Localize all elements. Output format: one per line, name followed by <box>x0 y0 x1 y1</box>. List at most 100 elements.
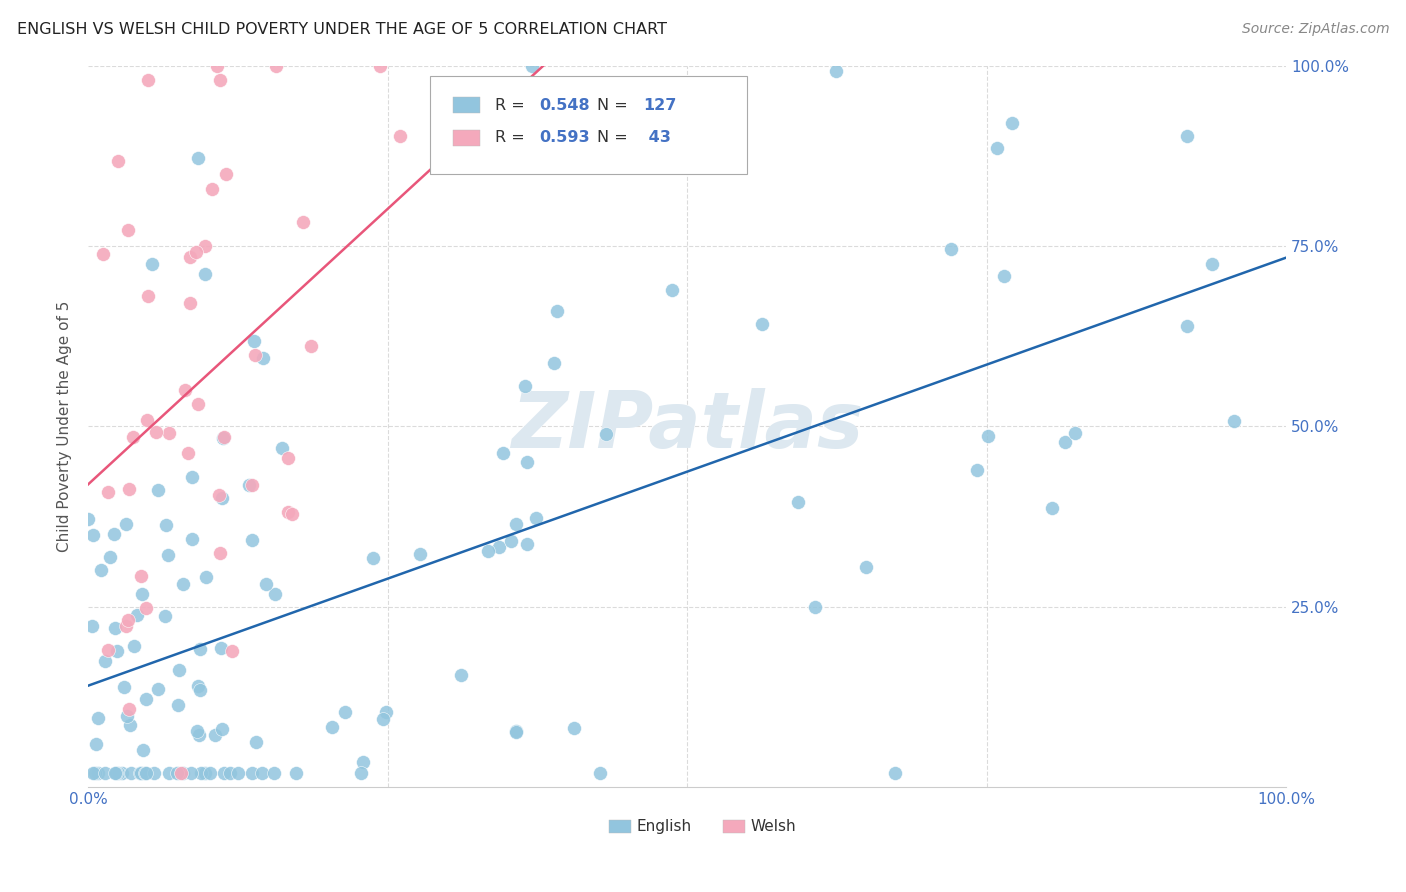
Point <box>824 64 846 78</box>
Point <box>977 429 1000 443</box>
Point <box>388 129 411 144</box>
Point <box>157 549 180 563</box>
Point <box>1053 434 1076 449</box>
Text: 0.593: 0.593 <box>540 130 591 145</box>
Text: Welsh: Welsh <box>751 820 796 834</box>
Point <box>186 244 208 259</box>
Point <box>243 348 266 362</box>
Point <box>492 446 515 460</box>
Point <box>505 517 527 532</box>
Point <box>804 599 827 614</box>
Point <box>97 643 120 657</box>
Point <box>118 482 141 496</box>
Text: 0.548: 0.548 <box>540 98 591 112</box>
Point <box>148 682 170 697</box>
Point <box>84 765 107 780</box>
Point <box>212 765 235 780</box>
Point <box>172 576 194 591</box>
Point <box>264 59 287 73</box>
Point <box>281 508 304 522</box>
Point <box>212 431 235 445</box>
Point <box>105 765 128 780</box>
Point <box>284 765 307 780</box>
Point <box>120 765 142 780</box>
Text: English: English <box>637 820 692 834</box>
Point <box>208 73 231 87</box>
Point <box>157 425 180 440</box>
Point <box>321 720 343 734</box>
Point <box>211 491 233 505</box>
Point <box>129 765 152 780</box>
Point <box>82 528 104 542</box>
Point <box>174 383 197 397</box>
Point <box>82 765 104 780</box>
Point <box>180 765 202 780</box>
Point <box>195 570 218 584</box>
Point <box>177 446 200 460</box>
FancyBboxPatch shape <box>454 97 479 113</box>
Point <box>181 532 204 546</box>
Point <box>505 723 527 738</box>
Point <box>884 765 907 780</box>
Point <box>200 765 222 780</box>
Point <box>188 642 211 657</box>
Point <box>186 724 208 739</box>
Point <box>350 765 373 780</box>
Point <box>966 463 988 477</box>
Point <box>112 680 135 694</box>
Point <box>226 765 249 780</box>
Point <box>371 712 394 726</box>
Point <box>1223 414 1246 428</box>
Y-axis label: Child Poverty Under the Age of 5: Child Poverty Under the Age of 5 <box>58 301 72 552</box>
Point <box>124 640 146 654</box>
Point <box>221 644 243 658</box>
Point <box>128 765 150 780</box>
Point <box>98 549 121 564</box>
Point <box>219 765 242 780</box>
Point <box>121 430 143 444</box>
Point <box>115 618 138 632</box>
Point <box>1001 116 1024 130</box>
Point <box>188 727 211 741</box>
Point <box>136 73 159 87</box>
Point <box>94 765 117 780</box>
Point <box>450 667 472 681</box>
Text: Source: ZipAtlas.com: Source: ZipAtlas.com <box>1241 22 1389 37</box>
Point <box>543 356 565 370</box>
Point <box>134 765 156 780</box>
Point <box>94 654 117 668</box>
Point <box>361 551 384 566</box>
Point <box>477 543 499 558</box>
Text: R =: R = <box>495 98 530 112</box>
Point <box>82 619 104 633</box>
Point <box>77 512 100 526</box>
Point <box>194 267 217 281</box>
Point <box>263 587 285 601</box>
Point <box>135 691 157 706</box>
Point <box>105 644 128 658</box>
Point <box>855 559 877 574</box>
Point <box>250 765 273 780</box>
Point <box>263 765 285 780</box>
Text: R =: R = <box>495 130 530 145</box>
Point <box>368 59 391 73</box>
Point <box>516 537 538 551</box>
Point <box>1063 426 1085 441</box>
Point <box>118 702 141 716</box>
Point <box>546 304 568 318</box>
Point <box>238 478 260 492</box>
Point <box>209 640 232 655</box>
Text: N =: N = <box>598 130 633 145</box>
Point <box>181 470 204 484</box>
Point <box>1175 128 1198 143</box>
Point <box>271 441 294 455</box>
Point <box>115 517 138 532</box>
Point <box>1040 501 1063 516</box>
Point <box>115 709 138 723</box>
Point <box>84 737 107 751</box>
Point <box>277 505 299 519</box>
Point <box>179 296 201 310</box>
Point <box>194 238 217 252</box>
Point <box>107 765 129 780</box>
Point <box>136 289 159 303</box>
